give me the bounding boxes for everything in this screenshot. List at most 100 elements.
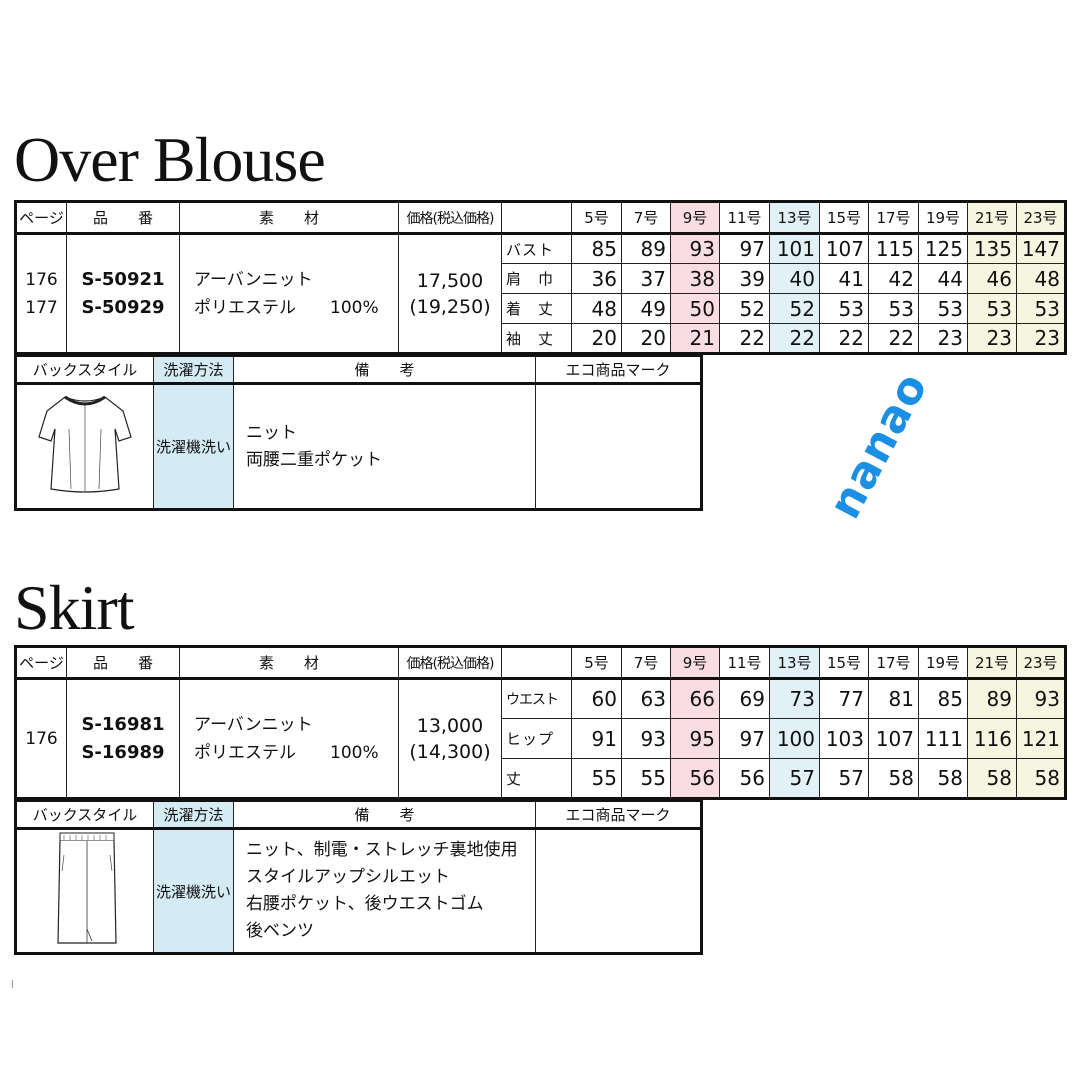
product-code: S-16989	[81, 741, 165, 763]
measure-value: 49	[621, 293, 671, 324]
details-table: バックスタイル 洗濯方法 備 考 エコ商品マーク 洗濯機洗い ニット、制電・スト…	[14, 799, 703, 955]
measure-value: 53	[918, 293, 968, 324]
section-title: Skirt	[14, 572, 134, 643]
page-numbers: 176	[15, 678, 67, 799]
measure-value: 41	[819, 263, 869, 294]
measure-value: 52	[719, 293, 770, 324]
price-tax-included: (19,250)	[409, 295, 491, 318]
header-size: 17号	[868, 646, 919, 680]
note-line: 両腰二重ポケット	[246, 449, 382, 470]
measure-value: 57	[769, 758, 820, 799]
page-numbers: 176 177	[15, 233, 67, 354]
header-back-style: バックスタイル	[15, 800, 154, 830]
header-back-style: バックスタイル	[15, 355, 154, 385]
measure-value: 39	[719, 263, 770, 294]
measure-value: 53	[967, 293, 1017, 324]
note-line: ニット、制電・ストレッチ裏地使用	[246, 840, 518, 860]
table-row: 肩 巾 36 37 38 39 40 41 42 44 46 48	[16, 263, 1066, 294]
table-row: 176 177 S-50921 S-50929 アーバンニット ポリエステル 100% 17…	[15, 233, 1066, 354]
header-size: 13号	[769, 201, 820, 235]
measure-value: 97	[719, 233, 770, 264]
measure-value: 57	[819, 758, 869, 799]
measure-label: 丈	[501, 758, 572, 799]
measure-value: 100	[769, 718, 820, 759]
measure-label: ヒップ	[501, 718, 572, 759]
measure-value: 48	[571, 293, 622, 324]
header-size: 9号	[670, 646, 720, 680]
measure-value: 89	[621, 233, 671, 264]
measure-value: 60	[571, 678, 622, 719]
measure-value: 23	[918, 323, 968, 354]
measure-value: 22	[819, 323, 869, 354]
measure-value: 20	[571, 323, 622, 354]
material-line: ポリエステル 100%	[194, 742, 379, 763]
notes: ニット、制電・ストレッチ裏地使用 スタイルアップシルエット 右腰ポケット、後ウエスト…	[233, 828, 536, 954]
header-eco: エコ商品マーク	[535, 800, 702, 830]
measure-value: 56	[719, 758, 770, 799]
wash-method: 洗濯機洗い	[153, 383, 234, 510]
details-header: バックスタイル 洗濯方法 備 考 エコ商品マーク	[15, 800, 702, 830]
measure-value: 22	[719, 323, 770, 354]
header-wash: 洗濯方法	[153, 355, 234, 385]
header-page: ページ	[15, 646, 67, 680]
header-material: 素 材	[179, 646, 399, 680]
measure-value: 111	[918, 718, 968, 759]
note-line: 右腰ポケット、後ウエストゴム	[246, 894, 484, 914]
divider	[12, 980, 13, 988]
measure-label: 肩 巾	[501, 263, 572, 294]
measure-value: 58	[868, 758, 919, 799]
header-size: 15号	[819, 201, 869, 235]
measure-value: 85	[571, 233, 622, 264]
details-table: バックスタイル 洗濯方法 備 考 エコ商品マーク 洗濯機洗い ニット 両腰二重ポケ…	[14, 354, 703, 511]
measure-value: 93	[670, 233, 720, 264]
wash-method: 洗濯機洗い	[153, 828, 234, 954]
eco-mark	[535, 828, 702, 954]
measure-value: 44	[918, 263, 968, 294]
header-code: 品 番	[66, 646, 180, 680]
material-line: ポリエステル 100%	[194, 297, 379, 318]
header-size: 11号	[719, 201, 770, 235]
material-line: アーバンニット	[194, 714, 313, 735]
measure-value: 42	[868, 263, 919, 294]
product-code: S-50929	[81, 296, 165, 318]
price-tax-included: (14,300)	[409, 740, 491, 763]
measure-value: 53	[819, 293, 869, 324]
header-eco: エコ商品マーク	[535, 355, 702, 385]
measure-value: 91	[571, 718, 622, 759]
header-size: 23号	[1016, 646, 1066, 680]
measure-value: 93	[1016, 678, 1066, 719]
measure-value: 50	[670, 293, 720, 324]
measure-value: 48	[1016, 263, 1066, 294]
table-row: 176 S-16981 S-16989 アーバンニット ポリエステル 100% 13,00…	[15, 678, 1066, 799]
material-line: アーバンニット	[194, 269, 313, 290]
page-number: 176	[25, 269, 58, 290]
header-notes: 備 考	[233, 355, 536, 385]
header-size: 5号	[571, 201, 622, 235]
measure-value: 115	[868, 233, 919, 264]
measure-value: 20	[621, 323, 671, 354]
skirt-back-illustration	[15, 828, 154, 954]
measure-value: 89	[967, 678, 1017, 719]
watermark-logo: nanao	[819, 364, 939, 527]
header-notes: 備 考	[233, 800, 536, 830]
notes: ニット 両腰二重ポケット	[233, 383, 536, 510]
measure-value: 21	[670, 323, 720, 354]
header-price: 価格(税込価格)	[398, 201, 502, 235]
header-size: 7号	[621, 646, 671, 680]
measure-value: 56	[670, 758, 720, 799]
size-spec-table: ページ 品 番 素 材 価格(税込価格) 5号 7号 9号 11号 13号 15号 17号 19…	[14, 200, 1067, 355]
price: 13,000 (14,300)	[398, 678, 502, 799]
measure-value: 116	[967, 718, 1017, 759]
measure-value: 135	[967, 233, 1017, 264]
measure-value: 97	[719, 718, 770, 759]
note-line: 後ベンツ	[246, 921, 314, 941]
measure-value: 73	[769, 678, 820, 719]
header-size: 11号	[719, 646, 770, 680]
header-size: 15号	[819, 646, 869, 680]
material: アーバンニットポリエステル 100%	[179, 678, 399, 799]
measure-value: 36	[571, 263, 622, 294]
measure-value: 22	[868, 323, 919, 354]
header-size: 13号	[769, 646, 820, 680]
measure-label: 袖 丈	[501, 323, 572, 354]
measure-value: 52	[769, 293, 820, 324]
